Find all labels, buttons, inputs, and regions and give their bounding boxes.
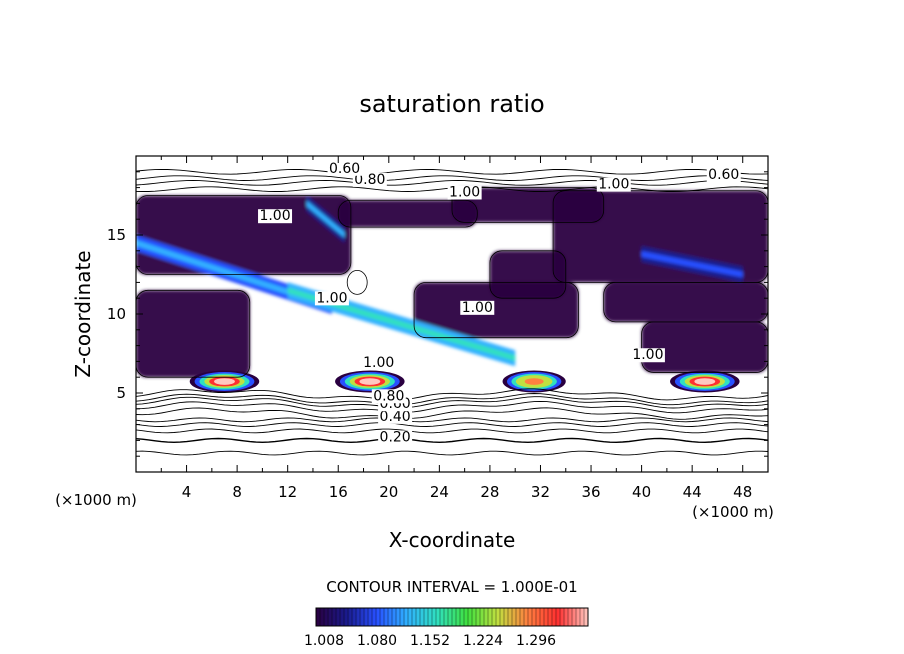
x-tick-label: 4: [182, 483, 192, 501]
x-tick-label: 40: [632, 483, 651, 501]
saturation-band-core: [641, 250, 743, 278]
contour-line: [136, 407, 768, 420]
contour-label-bg: [706, 168, 741, 183]
contour-label-bg: [352, 172, 387, 187]
saturation-region: [641, 321, 768, 373]
x-tick-label: 20: [379, 483, 398, 501]
contour-label-bg: [447, 185, 482, 200]
colorbar-tick-labels: 1.008 1.080 1.152 1.224 1.296: [304, 633, 556, 649]
x-axis-label: X-coordinate: [389, 528, 516, 552]
contour-label: 1.00: [598, 177, 629, 193]
contour-label: 1.00: [449, 185, 480, 201]
saturation-band-core: [287, 287, 516, 362]
contour-label: 1.00: [259, 208, 290, 224]
cloud-core-ring: [359, 378, 381, 385]
contour-label: 0.80: [354, 172, 385, 188]
contour-line: [136, 175, 768, 181]
x-tick-label: 48: [733, 483, 752, 501]
saturation-fill: [136, 187, 768, 393]
y-tick-label: 5: [116, 384, 126, 402]
saturation-region: [603, 282, 768, 322]
contour-label-bg: [378, 409, 413, 424]
contour-label: 1.00: [632, 347, 663, 363]
contour-closed-loop: [346, 269, 368, 295]
contour-outline: [451, 187, 605, 223]
contour-line: [136, 450, 768, 456]
contour-line: [136, 388, 768, 401]
y-axis-label: Z-coordinate: [71, 250, 95, 377]
contour-label: 0.60: [329, 161, 360, 177]
contour-line: [136, 437, 768, 444]
colorbar-tick-label: 1.152: [410, 633, 450, 649]
contour-label: 0.40: [380, 409, 411, 425]
contour-outline: [136, 289, 251, 378]
contour-line: [136, 422, 768, 427]
colorbar: 1.008 1.080 1.152 1.224 1.296: [304, 607, 589, 649]
x-tick-label: 12: [278, 483, 297, 501]
cloud-core-ring: [694, 378, 716, 385]
y-tick-label: 10: [107, 305, 126, 323]
saturation-region: [489, 250, 566, 299]
contour-line: [136, 417, 768, 423]
contour-line: [136, 393, 768, 406]
contour-label-bg: [361, 356, 396, 371]
x-axis-ticks: 4 8 12 16 20 24 28 32 36 40 44 48: [160, 156, 769, 501]
contour-lines: [136, 168, 768, 456]
contour-outline: [413, 281, 579, 339]
colorbar-tick-label: 1.008: [304, 633, 344, 649]
saturation-region: [338, 200, 478, 228]
contour-line: [136, 400, 768, 414]
contour-line: [136, 396, 768, 409]
contour-label: 0.20: [380, 429, 411, 445]
x-unit-right: (×1000 m): [692, 503, 774, 521]
colorbar-stripes: [319, 608, 585, 626]
saturation-band-core: [306, 200, 345, 238]
colorbar-frame: [315, 607, 589, 627]
contour-label: 0.80: [373, 388, 404, 404]
contour-line: [136, 180, 768, 186]
cloud-core-ring: [214, 378, 235, 385]
contour-outline: [489, 250, 567, 299]
contour-interval-note: CONTOUR INTERVAL = 1.000E-01: [326, 578, 577, 596]
contour-outline: [136, 195, 352, 275]
contour-label-bg: [596, 177, 631, 192]
contour-label-bg: [460, 300, 495, 315]
colorbar-tick-label: 1.080: [357, 633, 397, 649]
x-tick-label: 32: [531, 483, 550, 501]
colorbar-tick-label: 1.224: [463, 633, 503, 649]
contour-label: 0.60: [708, 167, 739, 183]
plot-area: 0.200.400.600.800.800.60 0.601.001.001.00…: [136, 156, 768, 472]
colorbar-tick-label: 1.296: [516, 633, 556, 649]
contour-line: [136, 428, 768, 434]
x-tick-label: 24: [430, 483, 449, 501]
contour-label-bg: [258, 209, 293, 224]
colorbar-ramp: [316, 608, 588, 626]
cloud-core-ring: [524, 378, 544, 385]
contour-labels: 0.200.400.600.800.800.60 0.601.001.001.00…: [258, 161, 741, 445]
contour-label: 1.00: [316, 290, 347, 306]
x-tick-label: 8: [232, 483, 242, 501]
saturation-region: [452, 187, 604, 223]
contour-label: 1.00: [363, 355, 394, 371]
y-axis-ticks: 5 10 15: [107, 171, 768, 457]
contour-label-bg: [314, 291, 349, 306]
x-unit-left: (×1000 m): [55, 491, 137, 509]
x-tick-label: 36: [581, 483, 600, 501]
contour-label-bg: [371, 389, 406, 404]
chart-title: saturation ratio: [359, 90, 544, 118]
saturation-region: [136, 290, 250, 378]
contour-label-bg: [327, 161, 362, 176]
contour-outline: [337, 199, 478, 228]
contour-line: [136, 168, 768, 175]
saturation-region: [553, 190, 768, 283]
fill-soft-group: [136, 187, 768, 378]
contour-label-bg: [630, 348, 665, 363]
x-tick-label: 16: [329, 483, 348, 501]
contour-label-bg: [378, 430, 413, 445]
y-tick-label: 15: [107, 226, 126, 244]
x-tick-label: 44: [683, 483, 702, 501]
contour-label: 1.00: [462, 300, 493, 316]
x-tick-label: 28: [480, 483, 499, 501]
